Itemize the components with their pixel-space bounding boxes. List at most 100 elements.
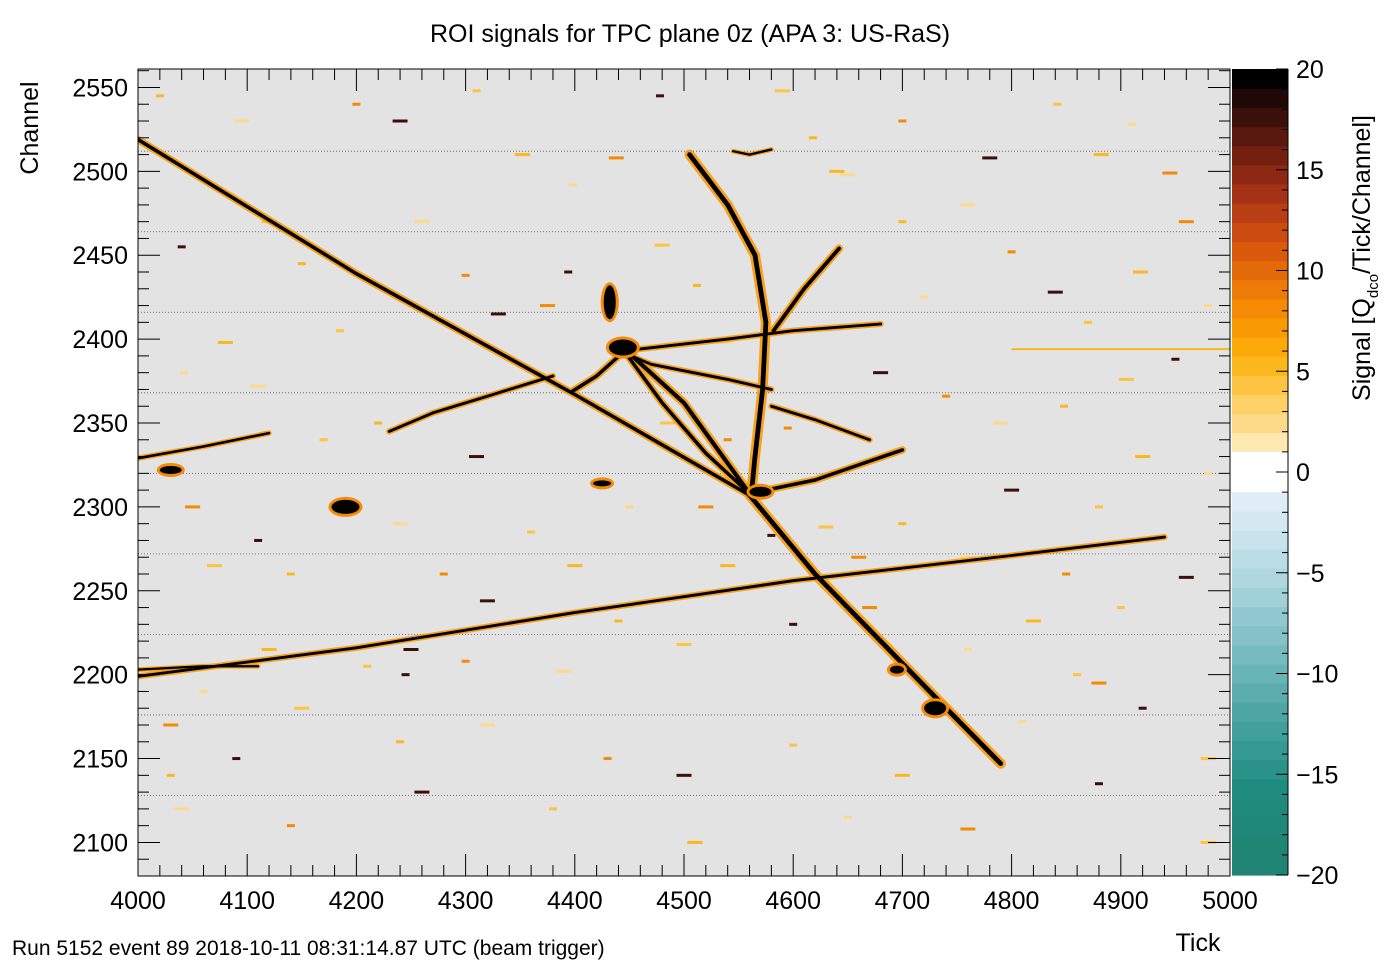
x-tick-label: 4000 [110,887,166,915]
chart-title: ROI signals for TPC plane 0z (APA 3: US-… [430,20,950,48]
color-band-positive [1232,394,1288,415]
noise-hit [217,340,233,344]
x-tick-label: 4800 [984,887,1040,915]
noise-hit [1053,102,1062,106]
color-band-negative [1232,836,1288,857]
plot-background [138,69,1230,876]
y-tick-label: 2100 [72,829,128,857]
noise-hit [392,522,408,526]
color-band-positive [1232,336,1288,357]
noise-hit [960,827,976,831]
z-axis-label-tail: /Tick/Channel] [1348,115,1376,274]
y-tick-label: 2200 [72,662,128,690]
noise-hit [527,530,536,534]
noise-hit [894,773,910,777]
noise-hit [392,119,408,123]
noise-hit [851,555,867,559]
color-band-positive [1232,279,1288,300]
color-band-negative [1232,683,1288,704]
color-band-negative [1232,568,1288,589]
track [621,347,752,496]
noise-hit [479,723,495,727]
track [138,431,271,460]
color-band-negative [1232,855,1288,876]
color-band-negative [1232,817,1288,838]
noise-hit [1007,250,1016,254]
color-band-negative [1232,721,1288,742]
y-tick-label: 2450 [72,242,128,270]
noise-hit [1171,357,1180,361]
noise-hit [625,505,634,509]
noise-hit [862,606,878,610]
noise-hit [1135,455,1151,459]
z-tick-label: −20 [1296,862,1338,890]
noise-hit [294,706,310,710]
noise-hit [993,421,1009,425]
noise-hit [185,505,201,509]
noise-hit [687,840,703,844]
noise-hit [396,740,405,744]
noise-hit [1138,706,1147,710]
noise-hit [1132,270,1148,274]
color-band-negative [1232,779,1288,800]
noise-hit [789,743,798,747]
noise-hit [898,522,907,526]
color-band-positive [1232,222,1288,242]
noise-hit [439,572,448,576]
noise-hit [873,371,889,375]
z-axis-label-subscript: dco [1365,274,1382,298]
blob [608,339,637,356]
noise-hit [1084,320,1093,324]
z-axis-label: Signal [Qdco/Tick/Channel] [1348,115,1382,401]
x-tick-label: 4600 [765,887,821,915]
track [769,404,872,442]
noise-hit [698,505,714,509]
color-band-positive [1232,317,1288,338]
y-tick-label: 2250 [72,578,128,606]
noise-hit [767,533,776,537]
y-axis-label: Channel [16,81,44,174]
noise-hit [461,273,470,277]
noise-hit [155,94,164,98]
x-tick-label: 4900 [1093,887,1149,915]
noise-hit [1178,575,1194,579]
color-band-positive [1232,183,1288,204]
noise-hit [654,243,670,247]
z-tick-label: 20 [1296,56,1324,84]
noise-hit [818,525,834,529]
x-tick-label: 4700 [875,887,931,915]
z-tick-label: 15 [1296,157,1324,185]
z-tick-label: −5 [1296,560,1325,588]
noise-hit [297,262,306,266]
color-band-negative [1232,760,1288,780]
x-tick-label: 4200 [329,887,385,915]
y-tick-label: 2150 [72,746,128,774]
color-band-negative [1232,492,1288,512]
color-band-negative [1232,549,1288,570]
y-tick-label: 2350 [72,410,128,438]
plot-content [138,89,1230,844]
noise-hit [490,312,506,316]
noise-hit [960,203,976,207]
noise-hit [1204,304,1213,308]
noise-hit [403,648,419,652]
color-band-negative [1232,530,1288,551]
noise-hit [942,394,951,398]
blob [924,701,947,716]
noise-hit [808,136,817,140]
y-tick-label: 2500 [72,158,128,186]
plot-area [137,68,1231,877]
noise-hit [548,807,557,811]
color-band-negative [1232,587,1288,608]
noise-hit [206,564,222,568]
noise-hit [1047,290,1063,294]
y-tick-label: 2300 [72,494,128,522]
color-band-positive [1232,356,1288,376]
noise-hit [1025,619,1041,623]
color-band-positive [1232,413,1288,434]
noise-hit [414,790,430,794]
noise-hit [261,648,277,652]
noise-hit [774,89,790,93]
noise-hit [232,757,241,761]
z-tick-label: −15 [1296,761,1338,789]
